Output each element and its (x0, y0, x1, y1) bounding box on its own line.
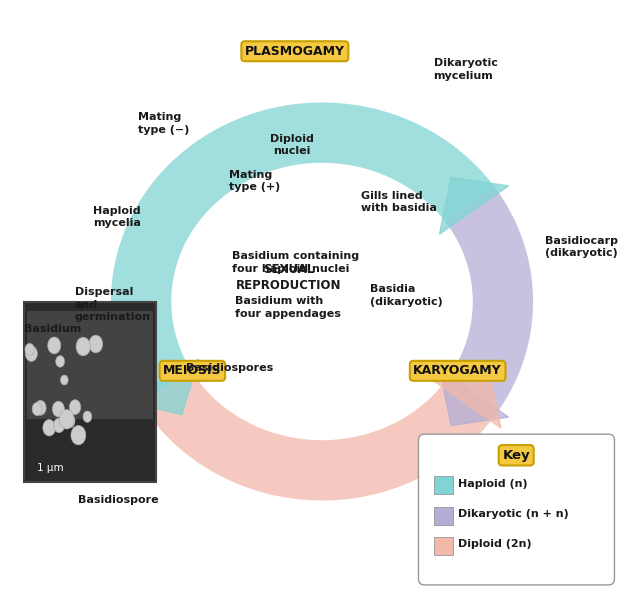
Text: Haploid (n): Haploid (n) (458, 479, 527, 488)
Text: Basidiospore: Basidiospore (78, 496, 158, 505)
FancyBboxPatch shape (433, 476, 453, 494)
Text: 1 μm: 1 μm (37, 463, 64, 473)
Ellipse shape (25, 344, 34, 355)
Ellipse shape (89, 335, 102, 353)
Ellipse shape (59, 409, 74, 429)
Text: Key: Key (502, 449, 530, 462)
Ellipse shape (52, 401, 64, 417)
Text: Dikaryotic (n + n): Dikaryotic (n + n) (458, 509, 569, 519)
Text: Haploid
mycelia: Haploid mycelia (93, 206, 141, 229)
Polygon shape (446, 188, 533, 415)
Text: Mating
type (+): Mating type (+) (229, 169, 279, 192)
Polygon shape (439, 177, 509, 235)
Ellipse shape (67, 415, 75, 426)
Ellipse shape (43, 420, 55, 436)
Text: Mating
type (−): Mating type (−) (138, 112, 189, 135)
Polygon shape (439, 368, 509, 426)
Ellipse shape (32, 402, 43, 415)
Bar (26, 311, 153, 419)
Ellipse shape (25, 346, 37, 361)
Text: Basidium containing
four haploid nuclei: Basidium containing four haploid nuclei (232, 251, 359, 274)
Text: Basidiospores: Basidiospores (186, 363, 274, 373)
Ellipse shape (70, 400, 80, 414)
Text: Dispersal
and
germination: Dispersal and germination (75, 287, 151, 322)
Text: Basidium with
four appendages: Basidium with four appendages (234, 296, 341, 319)
FancyBboxPatch shape (24, 302, 156, 482)
Text: SEXUAL
REPRODUCTION: SEXUAL REPRODUCTION (236, 263, 341, 292)
FancyBboxPatch shape (433, 507, 453, 525)
Ellipse shape (56, 356, 64, 367)
Ellipse shape (71, 426, 86, 445)
Text: Diploid
nuclei: Diploid nuclei (270, 133, 314, 156)
Polygon shape (139, 371, 495, 500)
Ellipse shape (61, 375, 68, 385)
Ellipse shape (48, 337, 61, 354)
Text: Diploid (2n): Diploid (2n) (458, 539, 531, 549)
Text: Basidia
(dikaryotic): Basidia (dikaryotic) (370, 284, 443, 307)
Text: Basidium: Basidium (24, 324, 80, 333)
Ellipse shape (83, 411, 91, 422)
Polygon shape (432, 371, 501, 428)
Text: Basidiocarp
(dikaryotic): Basidiocarp (dikaryotic) (545, 236, 618, 259)
FancyBboxPatch shape (433, 537, 453, 555)
Ellipse shape (53, 418, 64, 432)
Ellipse shape (76, 337, 90, 356)
Polygon shape (111, 103, 495, 401)
Polygon shape (126, 359, 198, 415)
Text: KARYOGAMY: KARYOGAMY (413, 364, 502, 377)
Ellipse shape (35, 400, 46, 415)
Text: Dikaryotic
mycelium: Dikaryotic mycelium (433, 58, 497, 81)
Text: MEIOSIS: MEIOSIS (163, 364, 222, 377)
FancyBboxPatch shape (419, 434, 614, 585)
Text: Gills lined
with basidia: Gills lined with basidia (361, 191, 437, 213)
Text: PLASMOGAMY: PLASMOGAMY (245, 45, 345, 58)
Ellipse shape (66, 417, 75, 428)
